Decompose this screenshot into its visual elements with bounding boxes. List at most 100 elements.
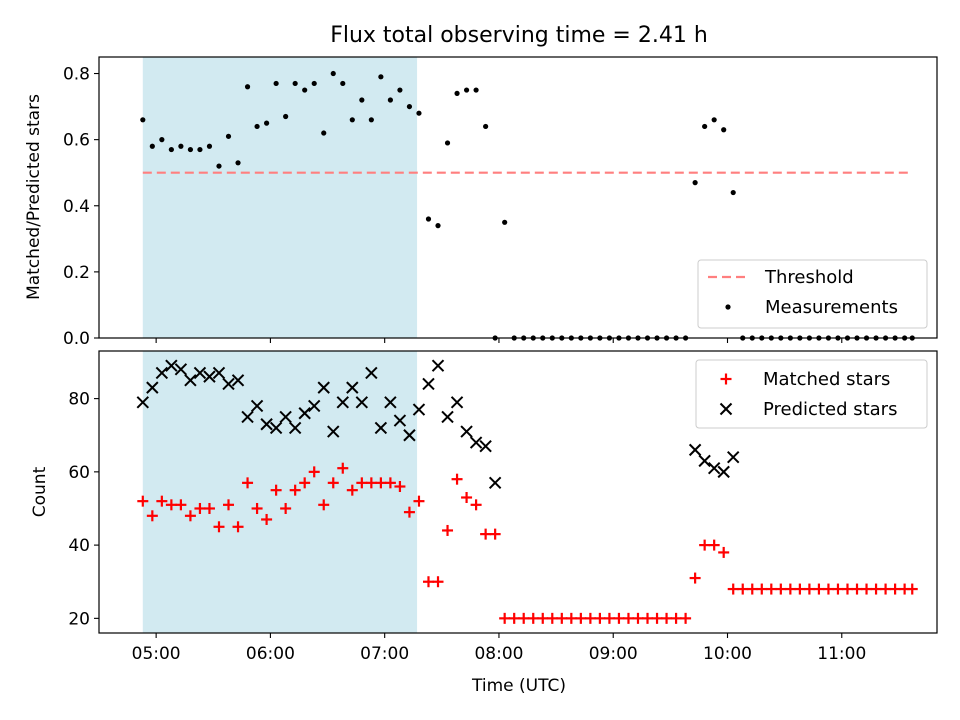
matched-point	[537, 612, 549, 624]
matched-point	[203, 502, 215, 514]
legend-measurements-swatch	[725, 304, 731, 310]
legend-matched-marker	[720, 373, 732, 385]
x-tick-label: 06:00	[246, 644, 295, 664]
bottom-y-tick-label: 20	[68, 609, 90, 629]
matched-point	[461, 491, 473, 503]
predicted-point-b	[308, 399, 321, 413]
legend-matched-label: Matched stars	[763, 369, 890, 390]
measurement-point	[292, 80, 298, 87]
measurement-point	[444, 140, 451, 146]
matched-point	[299, 477, 311, 489]
measurement-point	[721, 127, 727, 133]
matched-point	[213, 521, 225, 533]
chart-title: Flux total observing time = 2.41 h	[330, 23, 708, 48]
predicted-point	[355, 396, 369, 409]
matched-point	[575, 612, 587, 624]
matched-point	[413, 495, 425, 507]
measurement-point	[206, 143, 213, 149]
measurement-point	[244, 84, 251, 90]
predicted-point-b	[346, 381, 359, 394]
matched-point	[308, 466, 320, 478]
legend-predicted-label: Predicted stars	[763, 399, 897, 420]
predicted-point	[231, 374, 245, 387]
predicted-point-b	[174, 363, 188, 376]
predicted-point-b	[212, 366, 226, 380]
matched-point	[680, 612, 692, 624]
measurement-point	[378, 74, 384, 80]
measurement-point	[178, 143, 184, 149]
measurement-point	[730, 189, 736, 196]
predicted-point-b	[450, 396, 464, 409]
x-tick-label: 09:00	[589, 644, 638, 664]
measurement-point	[321, 130, 327, 136]
matched-point	[651, 612, 663, 624]
predicted-point-b	[260, 418, 273, 431]
measurement-point	[216, 163, 222, 169]
matched-point	[622, 612, 634, 624]
x-axis-label: Time (UTC)	[471, 676, 566, 696]
matched-point	[251, 502, 263, 514]
predicted-point	[269, 421, 283, 435]
bottom-panel: 20 40 60 80 05:00 06:00 07:00 08:00 09:00 10:00 1…	[30, 350, 938, 696]
x-tick-label: 05:00	[132, 644, 181, 664]
predicted-point-b	[422, 377, 435, 391]
matched-point	[261, 513, 273, 525]
matched-point	[451, 473, 463, 485]
matched-point	[841, 583, 853, 595]
bottom-panel-frame	[98, 350, 938, 634]
matched-point	[137, 495, 149, 507]
matched-point	[746, 583, 758, 595]
predicted-point	[727, 451, 740, 464]
legend-matched-swatch	[720, 373, 732, 385]
predicted-point-b	[698, 454, 711, 468]
matched-point	[270, 484, 282, 496]
bottom-panel-y-ticks: 20 40 60 80	[68, 390, 99, 629]
matched-point	[194, 502, 206, 514]
matched-point	[146, 510, 158, 522]
matched-point	[489, 528, 501, 540]
measurement-point	[235, 160, 241, 166]
predicted-point	[203, 370, 216, 383]
matched-point	[556, 612, 568, 624]
predicted-point-b	[460, 425, 473, 438]
predicted-point-b	[469, 436, 483, 449]
measurement-point	[711, 117, 717, 123]
measurement-point	[435, 223, 441, 229]
matched-point	[906, 583, 918, 595]
top-y-tick-label: 0.6	[63, 131, 90, 151]
predicted-point-b	[298, 407, 311, 420]
top-y-axis-label: Matched/Predicted stars	[24, 94, 44, 300]
matched-point	[318, 499, 330, 511]
predicted-point	[403, 429, 416, 442]
measurement-point	[463, 87, 470, 93]
measurement-point	[692, 180, 698, 186]
measurement-point	[368, 117, 374, 123]
predicted-point-b	[184, 374, 197, 387]
predicted-point	[327, 425, 340, 438]
matched-point	[765, 583, 777, 595]
predicted-point	[146, 381, 159, 394]
matched-point	[184, 510, 196, 522]
matched-point	[889, 583, 901, 595]
matched-point	[670, 612, 682, 624]
matched-point	[527, 612, 539, 624]
bottom-panel-x-ticks: 05:00 06:00 07:00 08:00 09:00 10:00 11:00	[132, 633, 866, 664]
legend-measurements-label: Measurements	[765, 297, 898, 318]
top-y-tick-label: 0.0	[63, 329, 90, 349]
x-tick-label: 11:00	[817, 644, 866, 664]
measurement-point	[149, 143, 155, 149]
matched-point	[518, 612, 530, 624]
predicted-point-b	[374, 421, 388, 435]
predicted-point	[260, 418, 273, 431]
matched-point	[337, 462, 349, 474]
predicted-point	[460, 425, 473, 438]
predicted-point	[174, 363, 188, 376]
matched-point	[803, 583, 815, 595]
measurement-point	[264, 120, 270, 126]
matched-point	[384, 477, 396, 489]
predicted-point-b	[203, 370, 216, 383]
measurement-point	[225, 133, 232, 139]
bottom-panel-marks	[136, 359, 918, 624]
matched-point	[794, 583, 806, 595]
predicted-point	[155, 366, 169, 380]
